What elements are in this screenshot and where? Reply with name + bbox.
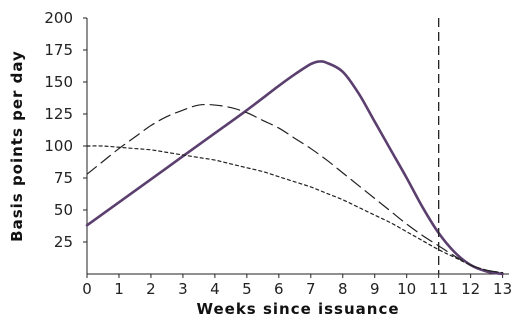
y-tick-label: 175 [44,41,73,59]
x-tick-label: 6 [274,280,284,298]
x-tick-label: 0 [82,280,92,298]
axes [86,18,509,275]
y-tick-label: 150 [44,73,73,91]
y-tick-label: 75 [54,169,73,187]
x-tick-label: 8 [338,280,348,298]
y-tick-label: 100 [44,137,73,155]
x-tick-label: 12 [461,280,480,298]
x-tick-label: 10 [397,280,416,298]
series-lines [85,60,504,276]
x-tick-label: 9 [370,280,380,298]
x-tick-label: 11 [429,280,448,298]
y-tick-label: 50 [54,201,73,219]
y-tick-label: 125 [44,105,73,123]
series-line-solid [85,60,504,276]
x-tick-label: 7 [306,280,316,298]
x-tick-label: 5 [242,280,252,298]
y-tick-label: 200 [44,9,73,27]
x-tick-label: 1 [114,280,124,298]
x-tick-label: 13 [493,280,512,298]
x-axis-title: Weeks since issuance [196,300,399,318]
x-tick-label: 4 [210,280,220,298]
y-tick-label: 25 [54,233,73,251]
y-axis-title: Basis points per day [8,50,26,242]
series-line-long-dash [86,103,504,274]
series-line-short-dash [86,145,504,274]
x-tick-label: 3 [178,280,188,298]
x-tick-label: 2 [146,280,156,298]
